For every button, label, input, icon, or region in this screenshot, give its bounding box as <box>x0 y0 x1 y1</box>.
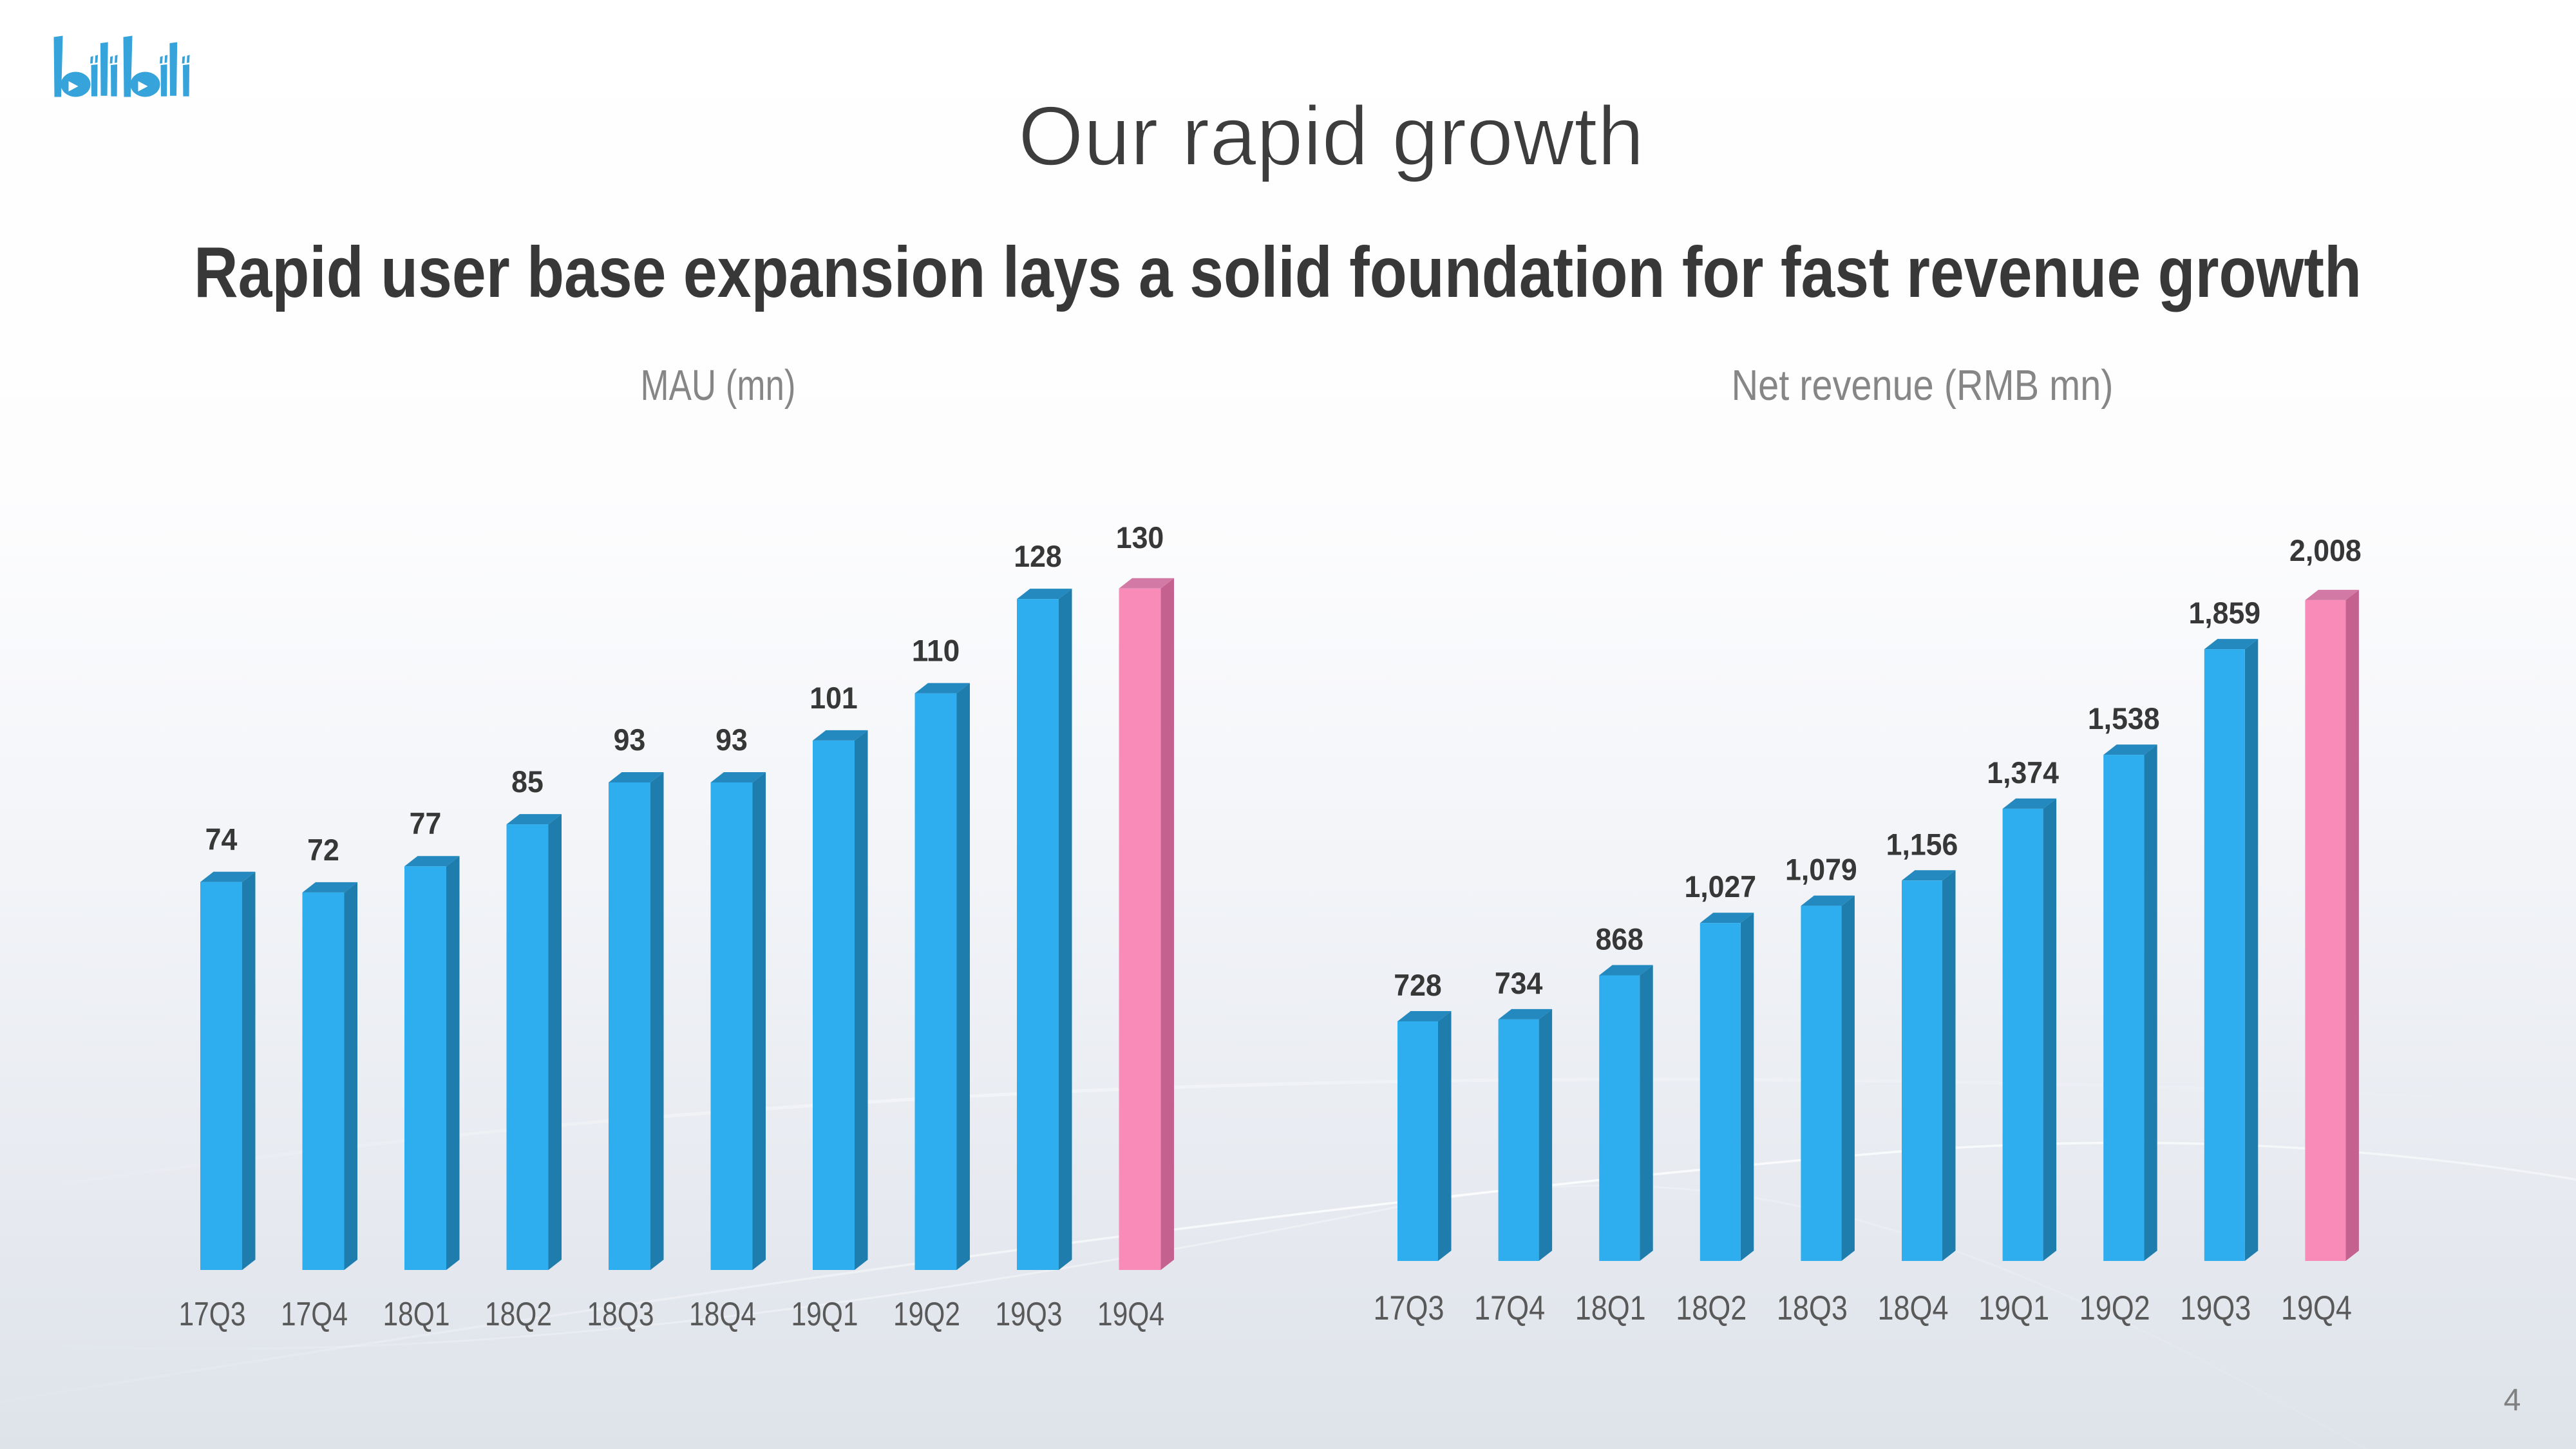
svg-text:17Q3: 17Q3 <box>179 1295 246 1332</box>
svg-text:19Q1: 19Q1 <box>1978 1289 2049 1327</box>
svg-text:19Q2: 19Q2 <box>2079 1289 2150 1327</box>
svg-text:18Q2: 18Q2 <box>485 1295 552 1332</box>
svg-text:1,538: 1,538 <box>2088 701 2160 735</box>
svg-text:19Q3: 19Q3 <box>2180 1289 2251 1327</box>
svg-text:77: 77 <box>410 806 442 840</box>
svg-text:Our rapid growth: Our rapid growth <box>1018 89 1644 183</box>
svg-text:19Q3: 19Q3 <box>996 1295 1063 1332</box>
svg-text:Rapid user base expansion lays: Rapid user base expansion lays a solid f… <box>194 232 2362 312</box>
svg-text:130: 130 <box>1116 520 1164 554</box>
svg-text:93: 93 <box>614 723 646 757</box>
svg-text:17Q3: 17Q3 <box>1374 1289 1444 1327</box>
svg-text:18Q1: 18Q1 <box>383 1295 450 1332</box>
svg-text:19Q4: 19Q4 <box>2281 1289 2352 1327</box>
svg-text:4: 4 <box>2504 1383 2521 1417</box>
svg-text:128: 128 <box>1014 539 1062 573</box>
svg-text:1,859: 1,859 <box>2188 596 2260 630</box>
svg-text:Net revenue (RMB mn): Net revenue (RMB mn) <box>1732 361 2114 410</box>
svg-text:19Q2: 19Q2 <box>893 1295 960 1332</box>
svg-text:1,027: 1,027 <box>1684 869 1756 904</box>
svg-text:74: 74 <box>205 822 238 857</box>
svg-text:18Q3: 18Q3 <box>1777 1289 1848 1327</box>
svg-text:2,008: 2,008 <box>2289 533 2362 567</box>
svg-text:101: 101 <box>810 681 858 715</box>
svg-text:93: 93 <box>715 723 748 757</box>
svg-text:19Q1: 19Q1 <box>791 1295 858 1332</box>
svg-text:1,156: 1,156 <box>1886 827 1958 861</box>
svg-text:110: 110 <box>912 634 960 668</box>
svg-text:728: 728 <box>1394 968 1442 1002</box>
svg-text:18Q1: 18Q1 <box>1575 1289 1646 1327</box>
svg-text:868: 868 <box>1595 922 1643 956</box>
svg-text:19Q4: 19Q4 <box>1097 1295 1164 1332</box>
svg-text:17Q4: 17Q4 <box>281 1295 348 1332</box>
svg-text:72: 72 <box>307 833 339 867</box>
svg-text:18Q4: 18Q4 <box>689 1295 756 1332</box>
svg-text:MAU (mn): MAU (mn) <box>641 361 796 410</box>
svg-text:1,079: 1,079 <box>1785 853 1857 887</box>
svg-text:17Q4: 17Q4 <box>1474 1289 1545 1327</box>
svg-text:1,374: 1,374 <box>1987 755 2059 790</box>
svg-text:18Q4: 18Q4 <box>1878 1289 1949 1327</box>
svg-text:734: 734 <box>1495 966 1543 1000</box>
svg-text:18Q2: 18Q2 <box>1676 1289 1747 1327</box>
svg-text:85: 85 <box>511 764 544 799</box>
svg-text:18Q3: 18Q3 <box>587 1295 654 1332</box>
